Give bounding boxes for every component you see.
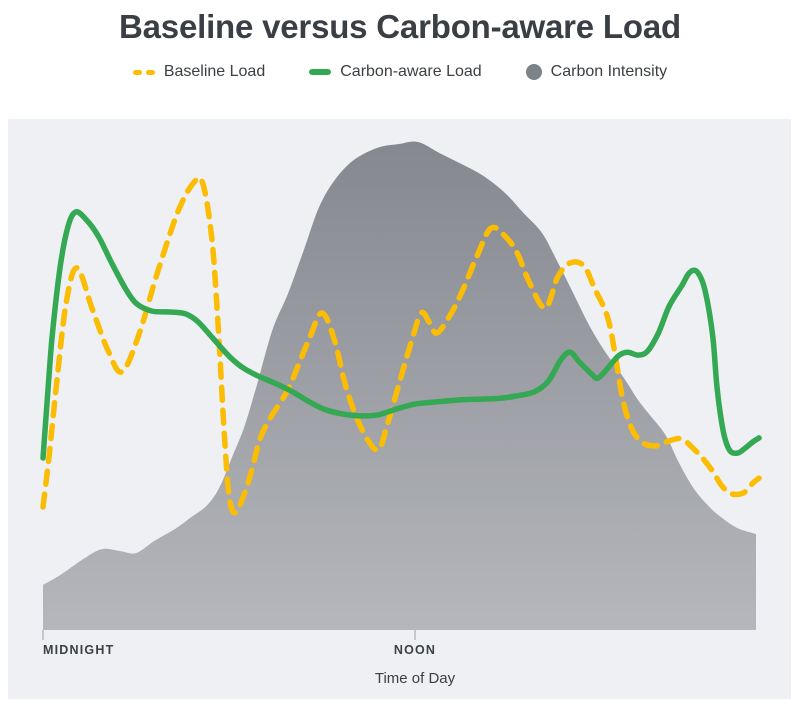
x-tick-label-midnight: MIDNIGHT <box>43 643 115 657</box>
x-tick-label-noon: NOON <box>393 643 437 657</box>
legend-label: Carbon-aware Load <box>340 63 482 80</box>
baseline-load-line <box>40 174 762 516</box>
carbon-aware-load-line-icon <box>309 69 332 75</box>
legend-item-carbon-aware-load: Carbon-aware Load <box>309 63 482 81</box>
legend-label: Carbon Intensity <box>550 63 668 80</box>
chart-plot-area: MIDNIGHT NOON Time of Day <box>8 119 791 699</box>
carbon-intensity-circle-icon <box>525 64 542 80</box>
chart-canvas <box>40 141 762 640</box>
x-axis-title: Time of Day <box>374 670 456 687</box>
chart-title: Baseline versus Carbon-aware Load <box>119 8 681 45</box>
legend: Baseline Load Carbon-aware Load Carbon I… <box>0 63 800 81</box>
carbon-aware-load-line <box>40 209 762 461</box>
legend-item-baseline-load: Baseline Load <box>132 63 266 81</box>
baseline-load-dash-icon <box>132 69 155 75</box>
legend-item-carbon-intensity: Carbon Intensity <box>525 63 668 81</box>
legend-label: Baseline Load <box>163 63 266 80</box>
